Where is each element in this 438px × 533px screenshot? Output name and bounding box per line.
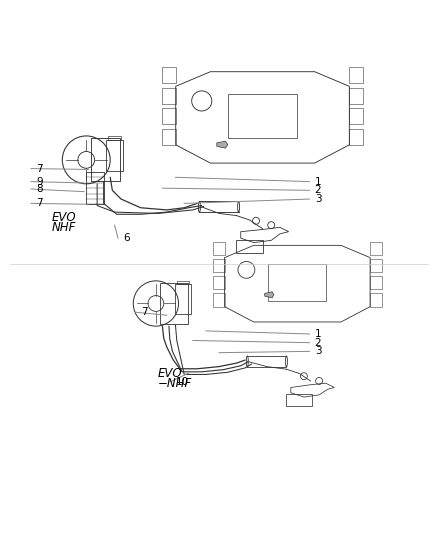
Text: 3: 3 xyxy=(315,346,321,357)
Bar xyxy=(268,264,326,301)
Bar xyxy=(213,241,225,255)
Text: 7: 7 xyxy=(36,198,43,208)
Text: 7: 7 xyxy=(141,307,147,317)
Text: 9: 9 xyxy=(36,176,43,187)
Bar xyxy=(213,259,225,272)
Text: 7: 7 xyxy=(36,164,43,174)
Bar xyxy=(108,136,121,140)
Text: 1: 1 xyxy=(315,329,321,339)
Bar xyxy=(162,108,176,124)
Bar xyxy=(350,108,363,124)
Bar xyxy=(370,241,381,255)
Bar xyxy=(213,293,225,306)
Polygon shape xyxy=(265,292,274,298)
Text: 3: 3 xyxy=(315,194,321,204)
Bar xyxy=(237,240,262,254)
Bar xyxy=(162,129,176,145)
Bar xyxy=(370,259,381,272)
Text: NHF: NHF xyxy=(51,221,76,234)
Bar xyxy=(213,276,225,289)
Text: 1: 1 xyxy=(315,176,321,187)
Bar xyxy=(228,94,297,138)
Bar xyxy=(175,284,191,314)
Text: 6: 6 xyxy=(123,233,130,243)
Bar xyxy=(350,129,363,145)
Bar xyxy=(370,293,381,306)
Text: 2: 2 xyxy=(315,185,321,195)
Bar xyxy=(350,88,363,104)
Bar xyxy=(286,393,312,406)
Bar xyxy=(106,140,123,171)
Text: 10: 10 xyxy=(176,377,189,387)
Polygon shape xyxy=(217,141,228,148)
Text: −NHF: −NHF xyxy=(158,377,192,390)
Bar xyxy=(160,283,187,324)
Bar xyxy=(91,139,120,181)
Bar xyxy=(177,281,189,284)
Text: EVO: EVO xyxy=(158,367,183,381)
Text: 2: 2 xyxy=(315,338,321,348)
Bar xyxy=(370,276,381,289)
Bar xyxy=(162,88,176,104)
Text: EVO: EVO xyxy=(51,211,76,224)
Bar xyxy=(350,67,363,83)
Bar xyxy=(86,172,104,205)
Bar xyxy=(162,67,176,83)
Text: 8: 8 xyxy=(36,184,43,194)
